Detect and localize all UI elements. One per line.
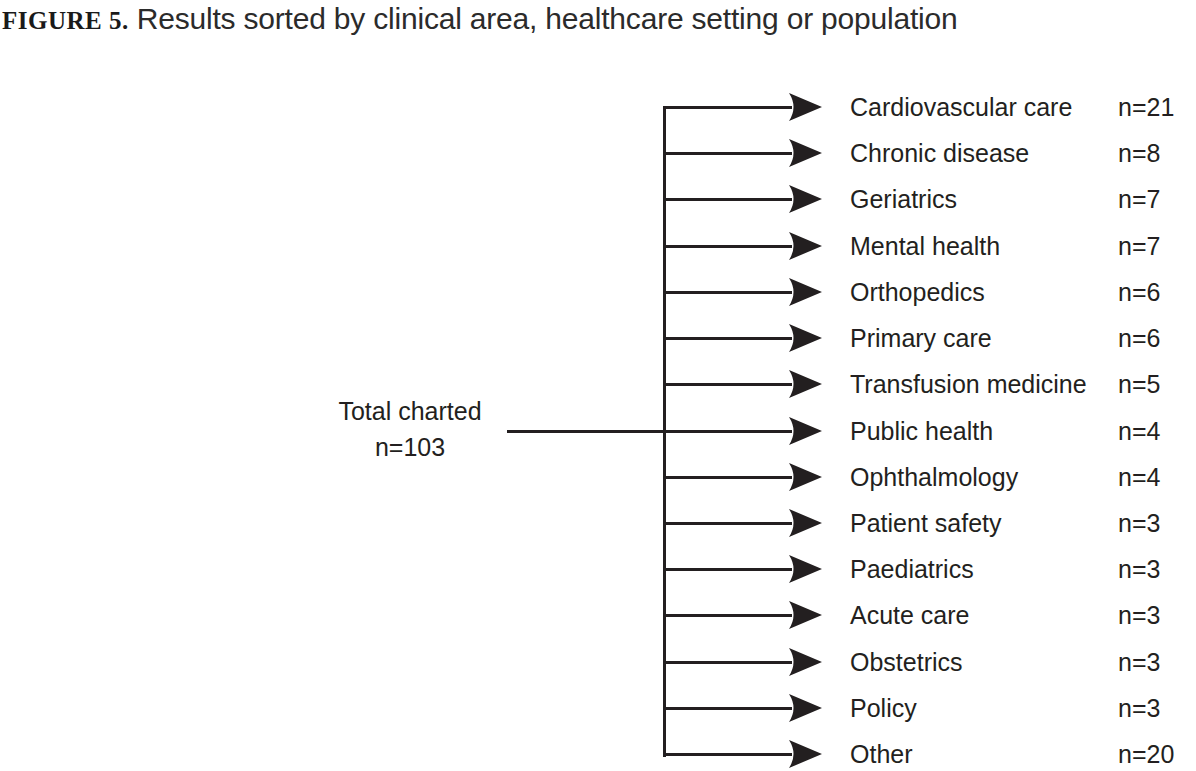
branch-row: Primary care n=6 (0, 315, 1196, 361)
branch-arrow-shaft (664, 430, 792, 433)
branch-count: n=3 (1118, 648, 1160, 677)
branch-arrow-shaft (664, 522, 792, 525)
branch-count: n=3 (1118, 555, 1160, 584)
branch-row: Policy n=3 (0, 685, 1196, 731)
branch-label: Public health (850, 417, 993, 446)
branch-arrow-shaft (664, 245, 792, 248)
branch-count: n=7 (1118, 232, 1160, 261)
arrowhead-icon (789, 555, 822, 583)
branch-count: n=6 (1118, 324, 1160, 353)
branch-arrow-shaft (664, 291, 792, 294)
branch-count: n=8 (1118, 139, 1160, 168)
branch-count: n=3 (1118, 509, 1160, 538)
branch-row: Chronic disease n=8 (0, 130, 1196, 176)
branch-label: Other (850, 740, 913, 769)
branch-row: Cardiovascular care n=21 (0, 84, 1196, 130)
branch-count: n=3 (1118, 694, 1160, 723)
arrowhead-icon (789, 185, 822, 213)
branch-arrow-shaft (664, 707, 792, 710)
branch-label: Obstetrics (850, 648, 963, 677)
branch-count: n=6 (1118, 278, 1160, 307)
arrowhead-icon (789, 740, 822, 768)
branch-label: Transfusion medicine (850, 370, 1087, 399)
branch-arrow-shaft (664, 337, 792, 340)
branch-count: n=4 (1118, 463, 1160, 492)
arrowhead-icon (789, 324, 822, 352)
branch-count: n=21 (1118, 93, 1174, 122)
branch-label: Cardiovascular care (850, 93, 1072, 122)
branch-label: Acute care (850, 601, 970, 630)
branch-row: Acute care n=3 (0, 592, 1196, 638)
branch-count: n=7 (1118, 185, 1160, 214)
branch-row: Public health n=4 (0, 408, 1196, 454)
figure-5-diagram: FIGURE 5. Results sorted by clinical area… (0, 0, 1196, 771)
branch-arrow-shaft (664, 753, 792, 756)
branch-arrow-shaft (664, 106, 792, 109)
branch-row: Patient safety n=3 (0, 500, 1196, 546)
arrowhead-icon (789, 139, 822, 167)
branch-label: Mental health (850, 232, 1000, 261)
arrowhead-icon (789, 601, 822, 629)
arrowhead-icon (789, 417, 822, 445)
arrowhead-icon (789, 370, 822, 398)
branch-label: Paediatrics (850, 555, 974, 584)
arrowhead-icon (789, 694, 822, 722)
branch-label: Patient safety (850, 509, 1001, 538)
arrowhead-icon (789, 93, 822, 121)
branch-arrow-shaft (664, 661, 792, 664)
figure-title-text: Results sorted by clinical area, healthc… (137, 2, 958, 35)
figure-number-label: FIGURE 5. (2, 7, 129, 34)
branch-count: n=20 (1118, 740, 1174, 769)
arrowhead-icon (789, 648, 822, 676)
branch-label: Primary care (850, 324, 992, 353)
branch-row: Orthopedics n=6 (0, 269, 1196, 315)
branch-arrow-shaft (664, 198, 792, 201)
arrowhead-icon (789, 509, 822, 537)
branch-count: n=3 (1118, 601, 1160, 630)
arrowhead-icon (789, 278, 822, 306)
branch-label: Geriatrics (850, 185, 957, 214)
branch-count: n=5 (1118, 370, 1160, 399)
branch-row: Transfusion medicine n=5 (0, 361, 1196, 407)
arrowhead-icon (789, 232, 822, 260)
branch-label: Policy (850, 694, 917, 723)
branch-count: n=4 (1118, 417, 1160, 446)
branch-label: Orthopedics (850, 278, 985, 307)
figure-title: FIGURE 5. Results sorted by clinical area… (2, 2, 958, 36)
branch-arrow-shaft (664, 614, 792, 617)
branch-arrow-shaft (664, 383, 792, 386)
branch-row: Other n=20 (0, 731, 1196, 771)
branch-row: Geriatrics n=7 (0, 176, 1196, 222)
branch-row: Ophthalmology n=4 (0, 454, 1196, 500)
branch-row: Obstetrics n=3 (0, 639, 1196, 685)
branch-row: Paediatrics n=3 (0, 546, 1196, 592)
branch-row: Mental health n=7 (0, 223, 1196, 269)
branch-label: Ophthalmology (850, 463, 1018, 492)
branch-arrow-shaft (664, 476, 792, 479)
branch-label: Chronic disease (850, 139, 1029, 168)
arrowhead-icon (789, 463, 822, 491)
branch-arrow-shaft (664, 568, 792, 571)
branch-arrow-shaft (664, 152, 792, 155)
